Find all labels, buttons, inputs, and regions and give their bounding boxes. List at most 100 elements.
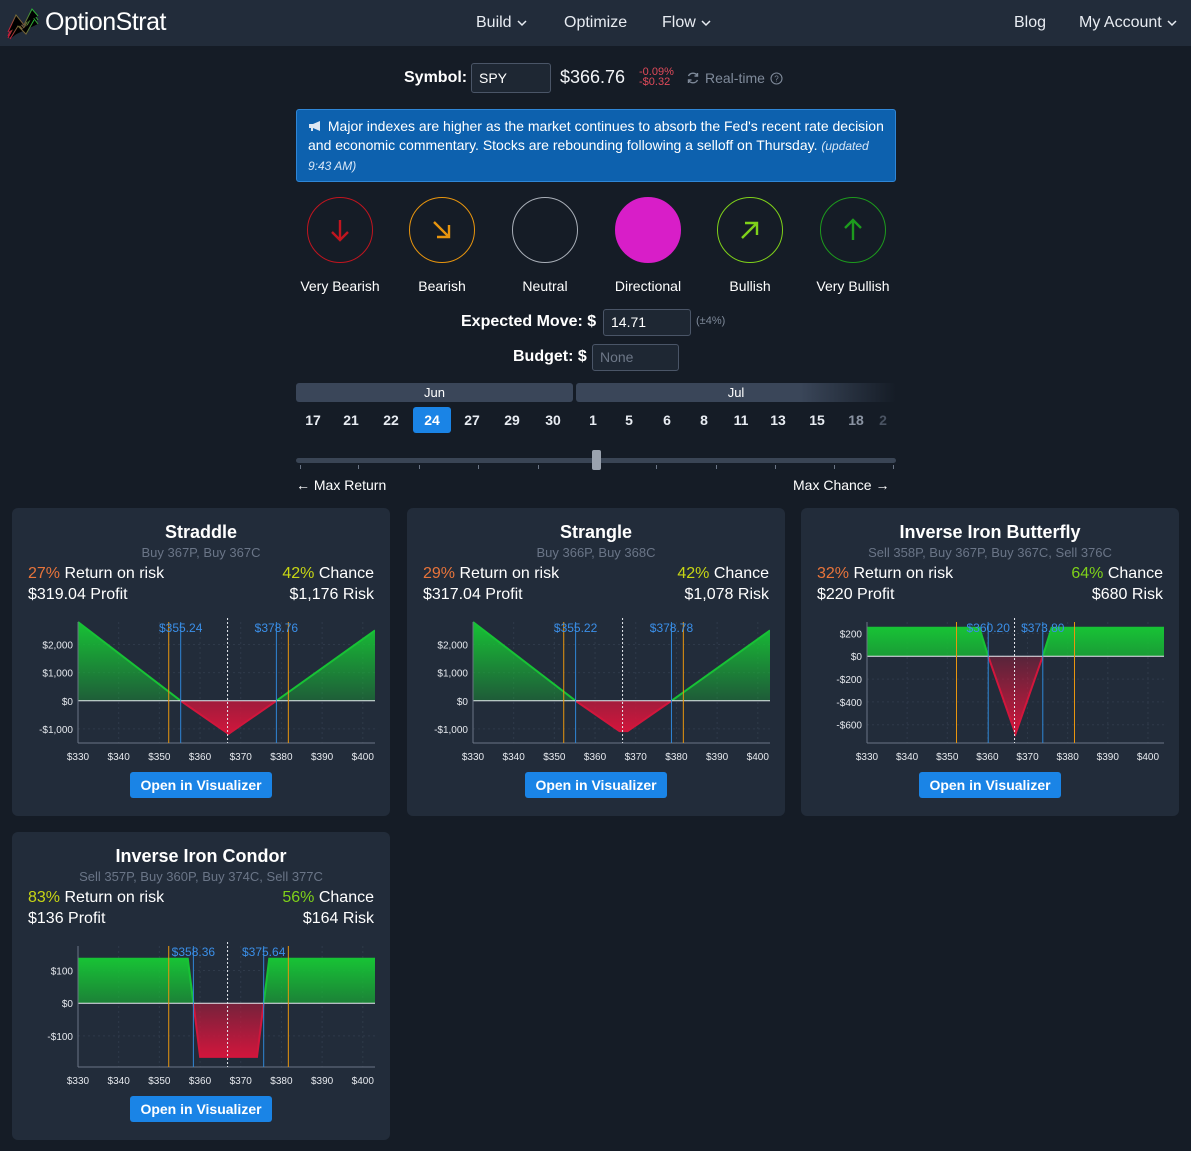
slider-tick <box>834 465 835 469</box>
max-profit: $220 Profit <box>817 586 895 603</box>
sentiment-directional[interactable]: Directional <box>598 197 698 294</box>
x-tick-label: $350 <box>148 752 171 763</box>
x-tick-label: $360 <box>189 752 212 763</box>
open-in-visualizer-button[interactable]: Open in Visualizer <box>919 772 1061 798</box>
date-option[interactable]: 30 <box>545 412 561 428</box>
sentiment-circle[interactable] <box>717 197 783 263</box>
payoff-line-loss <box>192 1003 265 1058</box>
date-option[interactable]: 13 <box>770 412 786 428</box>
x-tick-label: $340 <box>896 752 919 763</box>
breakeven-label: $355.24 <box>159 621 203 635</box>
date-option[interactable]: 27 <box>464 412 480 428</box>
max-profit: $136 Profit <box>28 910 106 927</box>
date-option[interactable]: 15 <box>809 412 825 428</box>
sentiment-neutral[interactable]: Neutral <box>495 197 595 294</box>
nav-blog[interactable]: Blog <box>1014 14 1047 31</box>
y-tick-label: -$400 <box>836 698 862 709</box>
budget-input[interactable]: None <box>592 344 679 371</box>
date-option[interactable]: 5 <box>625 412 633 428</box>
return-label: Return on risk <box>64 889 165 906</box>
strategy-legs: Buy 367P, Buy 367C <box>141 545 261 560</box>
date-option[interactable]: 2 <box>879 412 887 428</box>
slider-tick <box>538 465 539 469</box>
strategy-title: Strangle <box>559 522 633 542</box>
return-pct: 29% <box>423 565 456 582</box>
month-jul: Jul <box>576 383 896 402</box>
chance-pct: 42% <box>677 565 710 582</box>
date-option[interactable]: 8 <box>700 412 708 428</box>
nav-flow[interactable]: Flow <box>662 14 711 32</box>
strategy-card-inverse-iron-butterfly: Inverse Iron Butterfly Sell 358P, Buy 367… <box>801 508 1179 816</box>
y-tick-label: -$200 <box>836 675 862 686</box>
sentiment-bullish[interactable]: Bullish <box>700 197 800 294</box>
date-option[interactable]: 21 <box>343 412 359 428</box>
date-option[interactable]: 11 <box>733 412 749 428</box>
x-tick-label: $350 <box>148 1076 171 1087</box>
x-tick-label: $350 <box>936 752 959 763</box>
x-tick-label: $390 <box>1097 752 1120 763</box>
strategy-card-straddle: Straddle Buy 367P, Buy 367C 27% Return on … <box>12 508 390 816</box>
return-on-risk: 32% Return on risk <box>817 565 953 583</box>
sentiment-bearish[interactable]: Bearish <box>392 197 492 294</box>
expected-move-input[interactable]: 14.71 <box>603 309 691 336</box>
sentiment-circle[interactable] <box>307 197 373 263</box>
strategy-legs: Sell 357P, Buy 360P, Buy 374C, Sell 377C <box>79 869 323 884</box>
date-option[interactable]: 17 <box>305 412 321 428</box>
nav-optimize[interactable]: Optimize <box>564 14 628 31</box>
date-option[interactable]: 6 <box>663 412 671 428</box>
return-pct: 32% <box>817 565 850 582</box>
realtime-toggle[interactable]: Real-time ? <box>686 70 783 86</box>
date-option[interactable]: 18 <box>848 412 864 428</box>
max-return-label: ← Max Return <box>296 477 387 493</box>
sentiment-very-bullish[interactable]: Very Bullish <box>803 197 903 294</box>
x-tick-label: $380 <box>665 752 688 763</box>
price-change-pct: -0.09% <box>639 66 674 78</box>
open-in-visualizer-button[interactable]: Open in Visualizer <box>130 772 272 798</box>
breakeven-label: $358.36 <box>172 945 216 959</box>
sentiment-circle[interactable] <box>512 197 578 263</box>
sentiment-very-bearish[interactable]: Very Bearish <box>290 197 390 294</box>
chance-pct: 64% <box>1071 565 1104 582</box>
chevron-down-icon <box>1167 20 1177 27</box>
max-risk: $1,176 Risk <box>289 586 375 603</box>
payoff-line-profit <box>867 626 1164 657</box>
payoff-line-profit <box>473 621 770 701</box>
max-profit: $319.04 Profit <box>28 586 128 603</box>
logo-icon[interactable] <box>6 6 40 40</box>
open-in-visualizer-button[interactable]: Open in Visualizer <box>130 1096 272 1122</box>
y-tick-label: $0 <box>457 697 469 708</box>
x-tick-label: $390 <box>311 1076 334 1087</box>
sentiment-circle[interactable] <box>820 197 886 263</box>
date-option[interactable]: 1 <box>589 412 597 428</box>
strategy-legs: Buy 366P, Buy 368C <box>536 545 656 560</box>
slider-tick <box>775 465 776 469</box>
date-option[interactable]: 22 <box>383 412 399 428</box>
y-tick-label: -$1,000 <box>39 725 73 736</box>
brand-name[interactable]: OptionStrat <box>45 8 166 36</box>
symbol-input[interactable]: SPY <box>471 63 551 93</box>
open-in-visualizer-button[interactable]: Open in Visualizer <box>525 772 667 798</box>
date-option[interactable]: 29 <box>504 412 520 428</box>
nav-build[interactable]: Build <box>476 14 527 32</box>
sentiment-label: Bearish <box>418 278 466 294</box>
profit-area <box>473 622 770 701</box>
chance: 42% Chance <box>282 565 374 583</box>
month-jun: Jun <box>296 383 573 402</box>
breakeven-label: $373.80 <box>1021 621 1065 635</box>
help-icon[interactable]: ? <box>770 71 783 85</box>
wave-icon <box>529 214 561 246</box>
strategy-slider-thumb[interactable] <box>592 450 601 470</box>
sentiment-circle[interactable] <box>615 197 681 263</box>
nav-my-account[interactable]: My Account <box>1079 14 1177 32</box>
y-tick-label: $0 <box>851 652 863 663</box>
x-tick-label: $380 <box>270 752 293 763</box>
date-option[interactable]: 24 <box>413 407 451 433</box>
max-risk: $164 Risk <box>302 910 374 927</box>
news-text: Major indexes are higher as the market c… <box>308 118 884 153</box>
megaphone-icon <box>309 121 320 131</box>
y-tick-label: $100 <box>51 967 74 978</box>
sentiment-circle[interactable] <box>409 197 475 263</box>
chevron-down-icon <box>701 20 711 27</box>
sentiment-label: Directional <box>614 278 682 294</box>
expected-move-pct: (±4%) <box>696 315 726 327</box>
